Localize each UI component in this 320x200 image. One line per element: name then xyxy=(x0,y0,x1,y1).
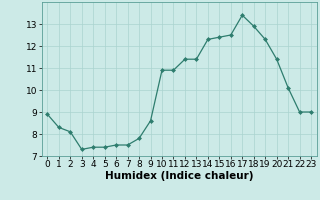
X-axis label: Humidex (Indice chaleur): Humidex (Indice chaleur) xyxy=(105,171,253,181)
